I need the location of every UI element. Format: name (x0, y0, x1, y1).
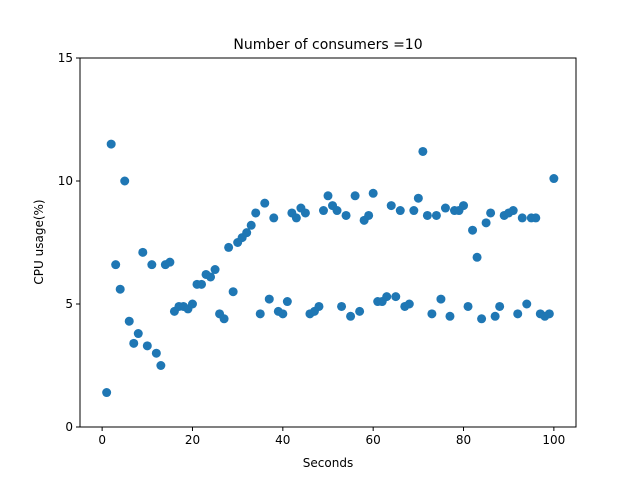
data-point (490, 311, 500, 321)
data-point (431, 210, 441, 220)
data-point (346, 311, 356, 321)
data-point (368, 188, 378, 198)
data-points (102, 139, 559, 398)
data-point (206, 272, 216, 282)
data-point (197, 279, 207, 289)
data-point (531, 213, 541, 223)
x-axis: 0 20 40 60 80 100 (98, 427, 565, 447)
x-tick-label: 0 (98, 433, 106, 447)
data-point (508, 206, 518, 216)
data-point (246, 220, 256, 230)
data-point (481, 218, 491, 228)
data-point (350, 191, 360, 201)
data-point (282, 297, 292, 307)
data-point (278, 309, 288, 319)
data-point (404, 299, 414, 309)
data-point (124, 316, 134, 326)
data-point (332, 206, 342, 216)
data-point (517, 213, 527, 223)
data-point (291, 213, 301, 223)
data-point (129, 338, 139, 348)
data-point (422, 210, 432, 220)
data-point (477, 314, 487, 324)
data-point (228, 287, 238, 297)
data-point (440, 203, 450, 213)
data-point (463, 301, 473, 311)
data-point (260, 198, 270, 208)
data-point (355, 306, 365, 316)
data-point (251, 208, 261, 218)
data-point (269, 213, 279, 223)
data-point (436, 294, 446, 304)
y-axis-label: CPU usage(%) (32, 199, 46, 284)
data-point (522, 299, 532, 309)
y-tick-label: 0 (65, 420, 73, 434)
data-point (102, 388, 112, 398)
plot-frame (79, 57, 577, 428)
data-point (133, 329, 143, 339)
y-tick-label: 10 (58, 174, 73, 188)
data-point (382, 292, 392, 302)
x-tick-label: 100 (542, 433, 565, 447)
data-point (224, 242, 234, 252)
y-tick-label: 15 (58, 51, 73, 65)
data-point (391, 292, 401, 302)
data-point (314, 301, 324, 311)
data-point (486, 208, 496, 218)
data-point (409, 206, 419, 216)
data-point (165, 257, 175, 267)
data-point (210, 265, 220, 275)
data-point (395, 206, 405, 216)
data-point (138, 247, 148, 257)
data-point (472, 252, 482, 262)
data-point (111, 260, 121, 270)
data-point (468, 225, 478, 235)
data-point (142, 341, 152, 351)
data-point (544, 309, 554, 319)
y-axis: 0 5 10 15 (58, 51, 80, 434)
data-point (120, 176, 130, 186)
x-tick-label: 80 (456, 433, 471, 447)
data-point (364, 210, 374, 220)
data-point (495, 301, 505, 311)
data-point (219, 314, 229, 324)
data-point (323, 191, 333, 201)
data-point (513, 309, 523, 319)
data-point (459, 201, 469, 211)
data-point (418, 146, 428, 156)
data-point (386, 201, 396, 211)
data-point (549, 174, 559, 184)
data-point (341, 210, 351, 220)
data-point (318, 206, 328, 216)
data-point (242, 228, 252, 238)
data-point (445, 311, 455, 321)
data-point (337, 301, 347, 311)
chart-title: Number of consumers =10 (233, 37, 422, 53)
x-tick-label: 20 (185, 433, 200, 447)
data-point (427, 309, 437, 319)
x-tick-label: 40 (275, 433, 290, 447)
data-point (413, 193, 423, 203)
data-point (115, 284, 125, 294)
data-point (106, 139, 116, 149)
x-tick-label: 60 (366, 433, 381, 447)
data-point (147, 260, 157, 270)
x-axis-label: Seconds (303, 456, 353, 470)
y-tick-label: 5 (65, 297, 73, 311)
data-point (255, 309, 265, 319)
data-point (151, 348, 161, 358)
data-point (264, 294, 274, 304)
data-point (187, 299, 197, 309)
data-point (156, 361, 166, 370)
data-point (300, 208, 310, 218)
